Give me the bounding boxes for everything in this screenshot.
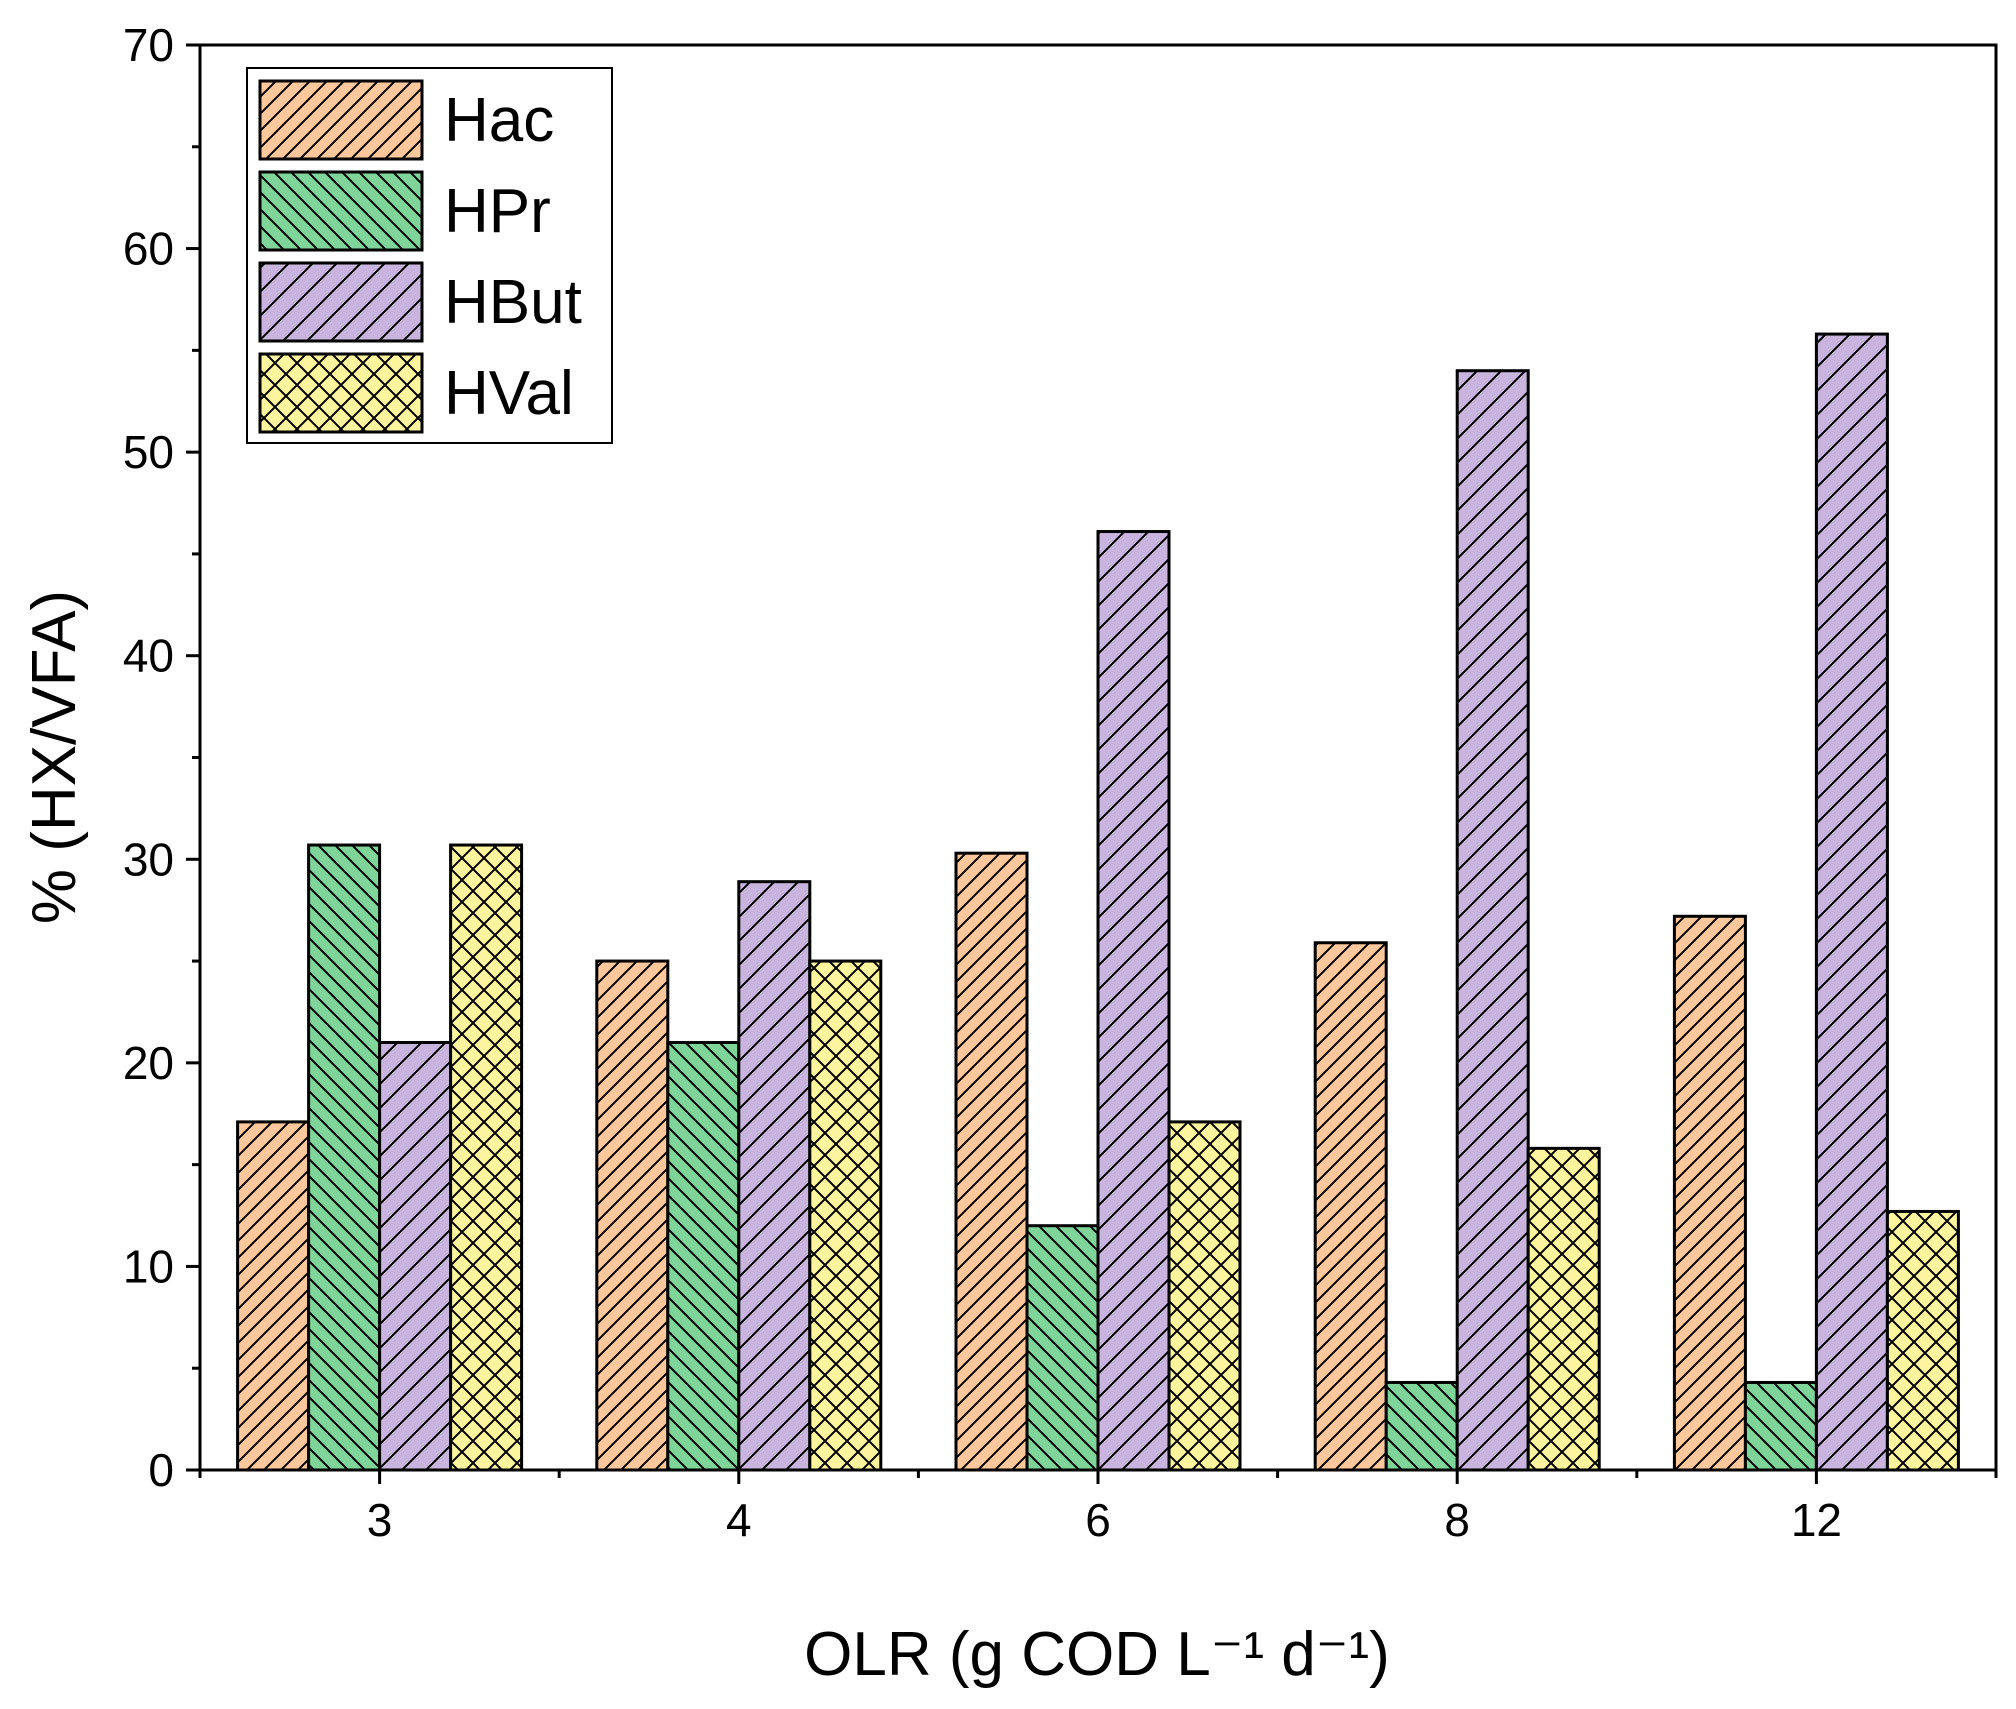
x-axis: 3 4 6 8 12: [198, 1470, 1998, 1546]
bar-hbut-6: [1096, 530, 1171, 1472]
bar-hbut-3: [378, 1041, 453, 1472]
x-tick-label-12: 12: [1791, 1494, 1842, 1546]
legend-swatch-hpr: [258, 170, 424, 252]
legend-label-hac: Hac: [444, 86, 554, 155]
x-tick-label-8: 8: [1444, 1494, 1470, 1546]
x-tick-label-4: 4: [726, 1494, 752, 1546]
y-tick-label: 0: [148, 1444, 174, 1496]
bar-hval-4: [808, 959, 883, 1472]
bar-hac-12: [1672, 914, 1747, 1472]
bar-hac-4: [595, 959, 670, 1472]
legend-swatch-hbut: [258, 261, 424, 343]
legend-swatch-hac: [258, 79, 424, 161]
y-tick-label: 30: [123, 833, 174, 885]
bars: [236, 332, 1960, 1472]
y-tick-label: 70: [123, 19, 174, 71]
legend: Hac HPr HBut HVal: [246, 67, 613, 444]
x-tick-label-3: 3: [367, 1494, 393, 1546]
bar-hval-3: [449, 843, 524, 1472]
legend-label-hbut: HBut: [444, 268, 582, 337]
legend-swatch-hval: [258, 352, 424, 434]
bar-hbut-12: [1814, 332, 1889, 1472]
bar-hval-6: [1167, 1120, 1242, 1472]
y-tick-label: 20: [123, 1037, 174, 1089]
bar-hpr-8: [1384, 1380, 1459, 1472]
y-tick-label: 40: [123, 630, 174, 682]
x-axis-title: OLR (g COD L⁻¹ d⁻¹): [804, 1620, 1390, 1689]
y-tick-label: 10: [123, 1240, 174, 1292]
y-axis-title: % (HX/VFA): [20, 590, 89, 924]
bar-hbut-8: [1455, 369, 1530, 1472]
legend-label-hval: HVal: [444, 359, 574, 428]
bar-hbut-4: [737, 880, 812, 1472]
bar-hval-8: [1526, 1146, 1601, 1472]
y-axis: 0 10 20 30 40 50 60 70: [123, 19, 200, 1496]
bar-hpr-4: [666, 1041, 741, 1472]
bar-hac-6: [954, 851, 1029, 1472]
legend-label-hpr: HPr: [444, 177, 551, 246]
bar-hpr-6: [1025, 1224, 1100, 1472]
bar-hpr-12: [1743, 1380, 1818, 1472]
y-tick-label: 60: [123, 223, 174, 275]
y-tick-label: 50: [123, 426, 174, 478]
bar-hac-3: [236, 1120, 311, 1472]
x-tick-label-6: 6: [1085, 1494, 1111, 1546]
bar-hpr-3: [307, 843, 382, 1472]
bar-hval-12: [1885, 1209, 1960, 1472]
bar-hac-8: [1313, 941, 1388, 1472]
